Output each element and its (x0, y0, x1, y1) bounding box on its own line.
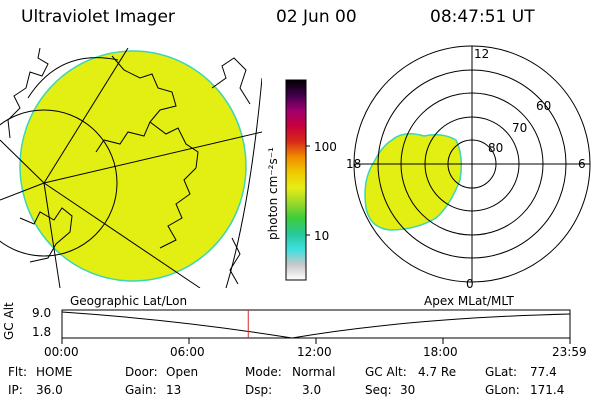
instrument-title: Ultraviolet Imager (21, 7, 175, 27)
status-door-key: Door: (125, 365, 158, 379)
time-tick-0000: 00:00 (44, 345, 79, 359)
altitude-plot (61, 309, 571, 344)
time-tick-1200: 12:00 (297, 345, 332, 359)
polar-ring-60: 60 (536, 99, 551, 113)
status-seq-key: Seq: (365, 383, 392, 397)
altitude-tick-high: 9.0 (32, 306, 52, 320)
status-gain-value: 13 (166, 383, 182, 397)
apex-panel-label: Apex MLat/MLT (424, 294, 514, 308)
polar-ring-70: 70 (512, 121, 527, 135)
polar-label-0: 0 (466, 277, 474, 291)
status-glon-key: GLon: (485, 383, 520, 397)
coastline (95, 121, 151, 153)
status-flt-value: HOME (36, 365, 73, 379)
status-mode-key: Mode: (245, 365, 282, 379)
status-glat-key: GLat: (485, 365, 518, 379)
coastline (111, 55, 199, 169)
polar-label-12: 12 (474, 47, 489, 61)
coastline (211, 57, 251, 105)
coastline (7, 48, 49, 139)
time-tick-1800: 18:00 (423, 345, 458, 359)
status-gain-key: Gain: (125, 383, 157, 397)
meridian-line (43, 48, 129, 184)
coastline (229, 237, 241, 285)
status-ip-key: IP: (8, 383, 23, 397)
geographic-emission-area (19, 50, 247, 282)
altitude-tick-low: 1.8 (32, 325, 52, 339)
time-tick-0600: 06:00 (170, 345, 205, 359)
colorbar-tick-10: 10 (314, 229, 330, 243)
meridian-line (43, 182, 201, 288)
meridian-line (0, 182, 45, 201)
status-glat-value: 77.4 (530, 365, 557, 379)
status-seq-value: 30 (400, 383, 416, 397)
status-mode-value: Normal (292, 365, 336, 379)
status-dsp-key: Dsp: (245, 383, 273, 397)
polar-label-6: 6 (578, 157, 586, 171)
meridian-line (43, 182, 61, 288)
coastline (159, 167, 197, 249)
colorbar-tick-100: 100 (314, 140, 337, 154)
latitude-circle (0, 109, 118, 257)
status-gcalt-key: GC Alt: (365, 365, 407, 379)
polar-ring-80: 80 (488, 141, 503, 155)
meridian-line (43, 131, 262, 184)
polar-emission-area (364, 133, 463, 231)
colorbar-unit-label: photon cm⁻²s⁻¹ (266, 147, 280, 240)
meridian-line (0, 139, 45, 184)
altitude-curve (61, 311, 571, 339)
status-flt-key: Flt: (8, 365, 27, 379)
geographic-map-panel (0, 48, 262, 288)
time-tick-2359: 23:59 (552, 345, 587, 359)
status-ip-value: 36.0 (36, 383, 63, 397)
status-gcalt-value: 4.7 Re (418, 365, 457, 379)
latitude-arc (27, 57, 119, 99)
status-glon-value: 171.4 (530, 383, 565, 397)
polar-label-18: 18 (346, 157, 361, 171)
observation-time: 08:47:51 UT (430, 7, 535, 27)
colorbar (285, 79, 310, 281)
geographic-panel-label: Geographic Lat/Lon (70, 294, 188, 308)
polar-plot: 12 6 18 0 60 70 80 (346, 45, 591, 291)
altitude-axis-label: GC Alt (2, 302, 16, 340)
status-dsp-value: 3.0 (302, 383, 322, 397)
latitude-arc (225, 77, 262, 288)
observation-date: 02 Jun 00 (276, 7, 357, 27)
coastline (19, 207, 73, 263)
status-door-value: Open (166, 365, 199, 379)
